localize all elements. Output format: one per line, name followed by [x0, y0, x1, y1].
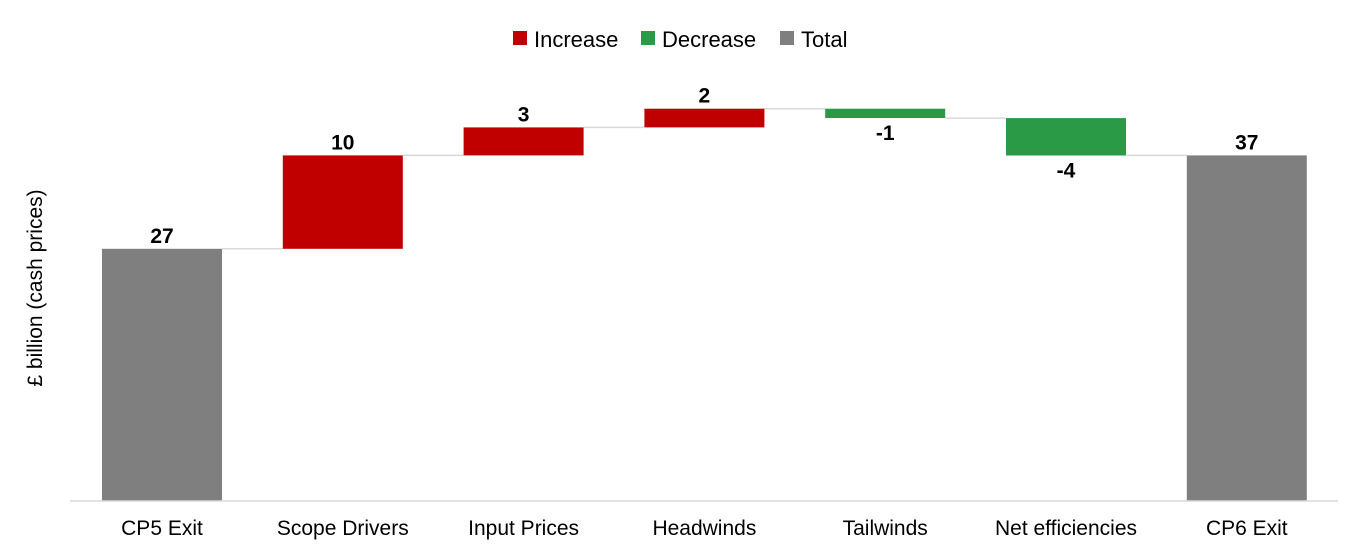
bar-input-prices [463, 127, 584, 156]
category-labels-group: CP5 Exit Scope Drivers Input Prices Headwin… [121, 517, 1288, 540]
legend: Increase Decrease Total [513, 27, 847, 52]
x-tick-label-scope-drivers: Scope Drivers [277, 517, 409, 540]
x-tick-label-input-prices: Input Prices [468, 517, 579, 540]
bars-group [102, 108, 1307, 501]
bar-cp5-exit [102, 248, 222, 501]
data-label-scope-drivers: 10 [331, 131, 354, 154]
x-tick-label-net-efficiencies: Net efficiencies [995, 517, 1137, 540]
legend-label-decrease: Decrease [662, 27, 756, 52]
legend-swatch-total [780, 31, 794, 45]
legend-label-increase: Increase [534, 27, 618, 52]
bar-tailwinds [825, 108, 946, 118]
data-label-net-efficiencies: -4 [1057, 159, 1076, 182]
data-label-cp6-exit: 37 [1235, 131, 1258, 154]
legend-swatch-decrease [641, 31, 655, 45]
bar-net-efficiencies [1006, 118, 1126, 156]
legend-swatch-increase [513, 31, 527, 45]
connector-lines [222, 107, 1187, 250]
x-tick-label-cp6-exit: CP6 Exit [1206, 517, 1288, 540]
data-label-cp5-exit: 27 [150, 225, 173, 248]
data-label-tailwinds: -1 [876, 122, 895, 145]
data-label-headwinds: 2 [699, 85, 711, 108]
bar-cp6-exit [1186, 155, 1307, 501]
bar-scope-drivers [282, 155, 403, 249]
x-tick-label-headwinds: Headwinds [652, 517, 756, 540]
legend-label-total: Total [801, 27, 847, 52]
bar-headwinds [644, 108, 765, 128]
x-tick-label-cp5-exit: CP5 Exit [121, 517, 203, 540]
data-label-input-prices: 3 [518, 103, 530, 126]
data-labels-group: 27 10 3 2 -1 -4 37 [150, 85, 1258, 248]
x-tick-label-tailwinds: Tailwinds [843, 517, 928, 540]
y-axis-title: £ billion (cash prices) [24, 189, 47, 386]
